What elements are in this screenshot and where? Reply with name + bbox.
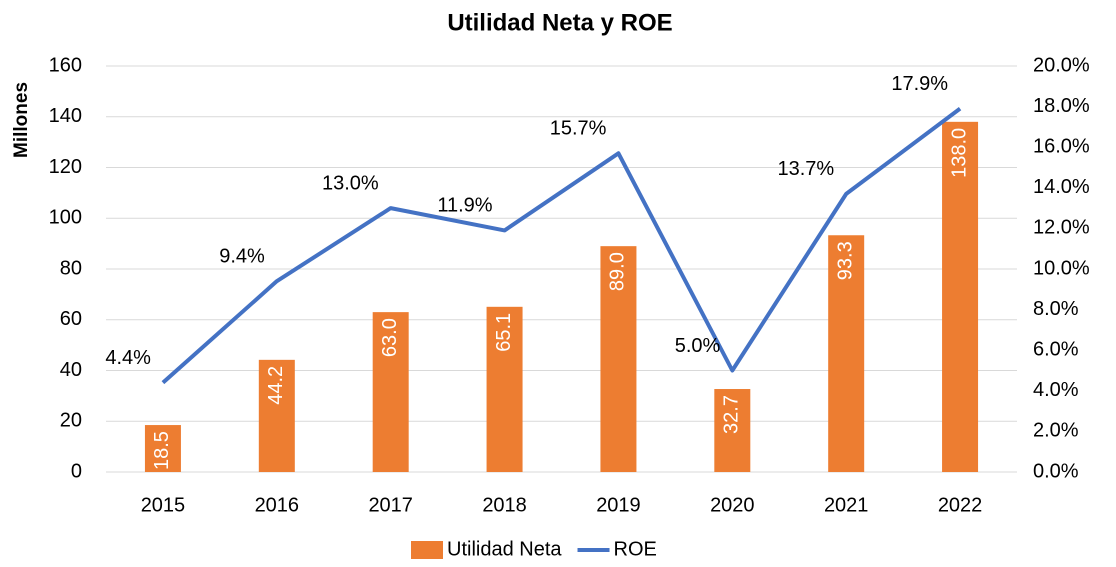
- y-tick-label: 0: [71, 460, 82, 482]
- y2-tick-label: 10.0%: [1033, 257, 1090, 279]
- y-tick-label: 140: [49, 105, 82, 127]
- y2-tick-label: 20.0%: [1033, 54, 1090, 76]
- y2-tick-label: 6.0%: [1033, 338, 1079, 360]
- bar-value-label: 138.0: [948, 128, 970, 178]
- line-value-label: 13.7%: [777, 158, 834, 180]
- bar: [258, 359, 295, 472]
- y-tick-label: 20: [60, 410, 82, 432]
- line-value-label: 13.0%: [322, 172, 379, 194]
- line-value-label: 4.4%: [105, 347, 151, 369]
- legend-label: ROE: [614, 538, 657, 560]
- x-tick-label: 2020: [710, 494, 755, 516]
- x-tick-label: 2015: [141, 494, 186, 516]
- x-tick-label: 2016: [255, 494, 300, 516]
- y2-tick-label: 0.0%: [1033, 460, 1079, 482]
- bar: [600, 246, 637, 472]
- bar-value-label: 44.2: [265, 366, 287, 405]
- y-axis-title: Millones: [11, 82, 32, 158]
- bar-value-label: 89.0: [607, 252, 629, 291]
- legend-label: Utilidad Neta: [447, 538, 562, 560]
- bar: [144, 425, 181, 472]
- bar-value-label: 93.3: [834, 241, 856, 280]
- bar: [372, 312, 409, 472]
- chart-title: Utilidad Neta y ROE: [447, 9, 672, 36]
- y2-tick-label: 14.0%: [1033, 176, 1090, 198]
- bar-value-label: 63.0: [379, 318, 401, 357]
- line: [161, 107, 962, 385]
- x-tick-label: 2017: [368, 494, 413, 516]
- bar: [828, 235, 865, 472]
- y-tick-label: 100: [49, 207, 82, 229]
- bar: [486, 306, 523, 472]
- legend-swatch: [411, 541, 443, 559]
- bar-value-label: 18.5: [151, 431, 173, 470]
- bar: [942, 121, 979, 472]
- y-tick-label: 160: [49, 54, 82, 76]
- bar-value-label: 32.7: [721, 395, 743, 434]
- y-tick-label: 80: [60, 257, 82, 279]
- line-value-label: 11.9%: [437, 195, 492, 217]
- line-value-label: 5.0%: [675, 335, 721, 357]
- bar-value-label: 65.1: [493, 313, 515, 352]
- y-tick-label: 120: [49, 156, 82, 178]
- line-value-label: 9.4%: [219, 245, 265, 267]
- y2-tick-label: 4.0%: [1033, 379, 1079, 401]
- x-tick-label: 2018: [482, 494, 527, 516]
- x-tick-label: 2021: [824, 494, 869, 516]
- y2-tick-label: 18.0%: [1033, 95, 1090, 117]
- bar: [714, 389, 751, 472]
- y2-tick-label: 12.0%: [1033, 217, 1090, 239]
- y2-tick-label: 16.0%: [1033, 135, 1090, 157]
- y2-tick-label: 8.0%: [1033, 298, 1079, 320]
- y-tick-label: 40: [60, 359, 82, 381]
- y2-tick-label: 2.0%: [1033, 420, 1079, 442]
- line-value-label: 17.9%: [891, 73, 948, 95]
- y-tick-label: 60: [60, 308, 82, 330]
- x-tick-label: 2019: [596, 494, 641, 516]
- line-value-label: 15.7%: [550, 118, 607, 140]
- x-tick-label: 2022: [938, 494, 983, 516]
